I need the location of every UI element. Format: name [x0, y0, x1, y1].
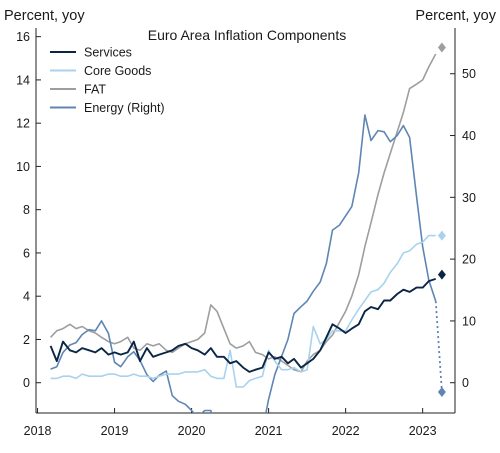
left-tick-label: 14 — [16, 73, 30, 87]
legend-label-services: Services — [84, 46, 132, 60]
right-tick-label: 50 — [462, 67, 476, 81]
series-line-core-goods — [50, 234, 436, 388]
series-line-services — [49, 277, 436, 373]
projection-marker-fat — [437, 42, 446, 53]
x-tick-label: 2019 — [101, 424, 129, 438]
x-tick-label: 2022 — [332, 424, 360, 438]
left-tick-label: 16 — [16, 30, 30, 44]
left-tick-label: 12 — [16, 117, 30, 131]
projection-link-energy-right — [434, 301, 443, 393]
x-tick-label: 2020 — [178, 424, 206, 438]
left-tick-label: 2 — [23, 333, 30, 347]
right-tick-label: 20 — [462, 253, 476, 267]
left-tick-label: 0 — [23, 376, 30, 390]
projection-marker-services — [437, 269, 446, 280]
legend-label-fat: FAT — [84, 83, 106, 97]
plot-area — [49, 42, 446, 413]
axes: 0 2 4 6 8 10 12 14 16 0 10 20 30 40 50 2018 2019 2020 2021… — [16, 28, 476, 438]
series-line-energy-right — [50, 114, 437, 413]
right-axis-title: Percent, yoy — [415, 8, 496, 24]
legend-label-core-goods: Core Goods — [84, 64, 151, 78]
x-tick-label: 2023 — [409, 424, 437, 438]
x-tick-label: 2018 — [24, 424, 52, 438]
x-tick-label: 2021 — [255, 424, 283, 438]
left-tick-label: 4 — [23, 290, 30, 304]
left-tick-label: 10 — [16, 160, 30, 174]
legend-label-energy-right: Energy (Right) — [84, 101, 165, 115]
right-tick-label: 40 — [462, 129, 476, 143]
chart-title: Euro Area Inflation Components — [148, 27, 346, 43]
left-tick-label: 8 — [23, 203, 30, 217]
right-tick-label: 10 — [462, 314, 476, 328]
projection-marker-core-goods — [437, 230, 446, 241]
left-tick-label: 6 — [23, 246, 30, 260]
legend: Services Core Goods FAT Energy (Right) — [50, 46, 165, 115]
series-line-fat — [50, 53, 437, 373]
right-tick-label: 0 — [462, 376, 469, 390]
left-axis-title: Percent, yoy — [4, 8, 85, 24]
projection-marker-energy-right — [437, 386, 446, 397]
right-tick-label: 30 — [462, 191, 476, 205]
